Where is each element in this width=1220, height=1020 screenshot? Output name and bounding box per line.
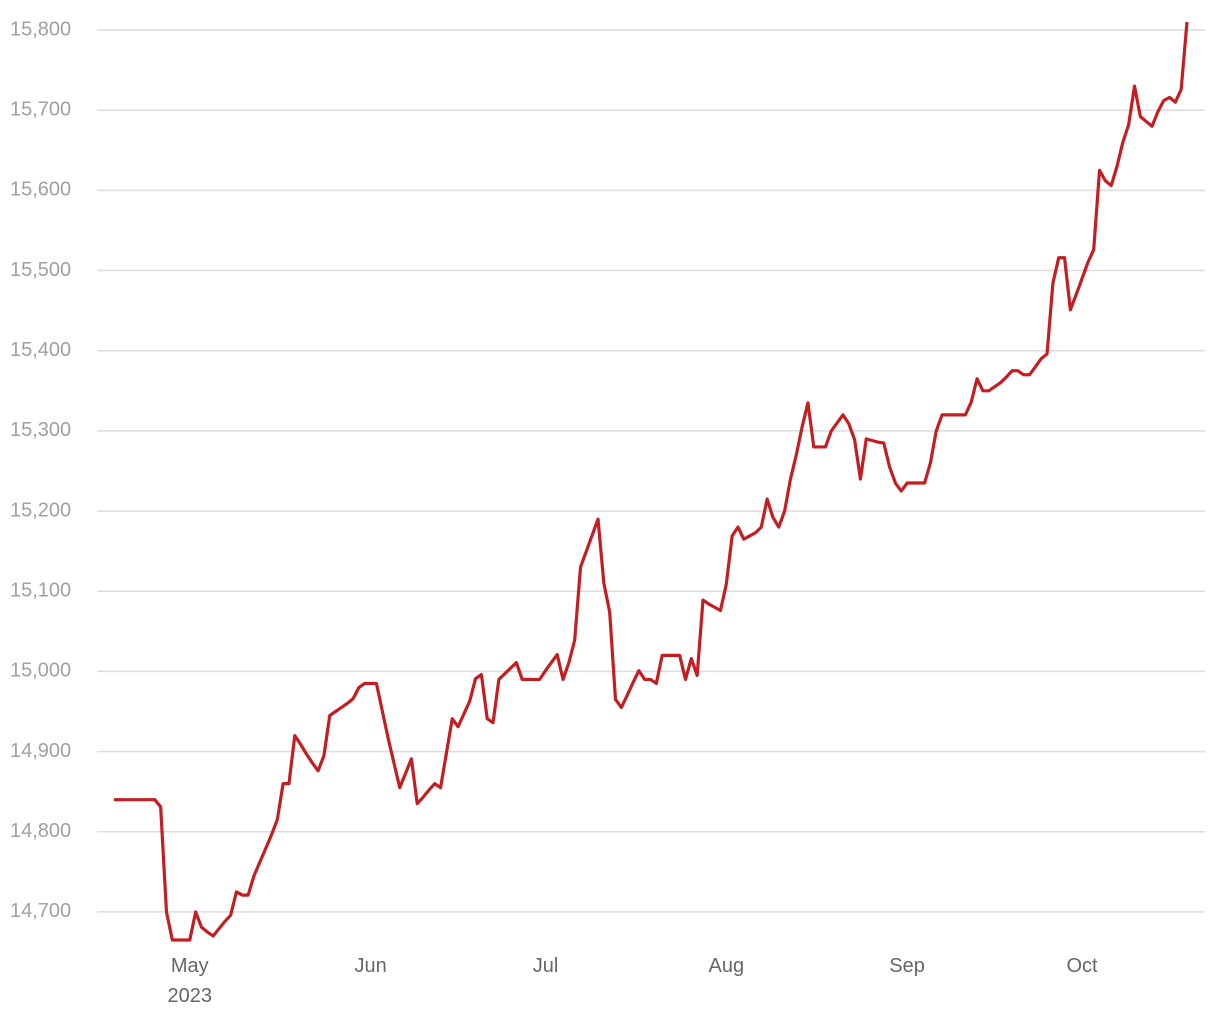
y-tick-label: 15,800 [10, 18, 71, 40]
y-tick-label: 15,000 [10, 660, 71, 682]
x-tick-label: Jun [354, 955, 387, 977]
line [114, 21, 1189, 942]
x-tick-label: Jul [532, 955, 559, 977]
x-tick-label: Sep [889, 955, 925, 977]
y-tick-label: 15,300 [10, 419, 71, 441]
y-tick-label: 14,700 [10, 900, 71, 922]
y-tick-label: 15,400 [10, 339, 71, 361]
y-tick-label: 14,800 [10, 820, 71, 842]
x-tick-label: Oct [1066, 955, 1098, 977]
x-tick-label: May 2023 [167, 955, 213, 1007]
y-tick-label: 14,900 [10, 740, 71, 762]
y-tick-label: 15,700 [10, 98, 71, 120]
y-tick-label: 15,500 [10, 259, 71, 281]
y-tick-label: 15,100 [10, 580, 71, 602]
x-tick-label: Aug [708, 955, 745, 977]
y-tick-label: 15,200 [10, 499, 71, 521]
y-tick-label: 15,600 [10, 179, 71, 201]
